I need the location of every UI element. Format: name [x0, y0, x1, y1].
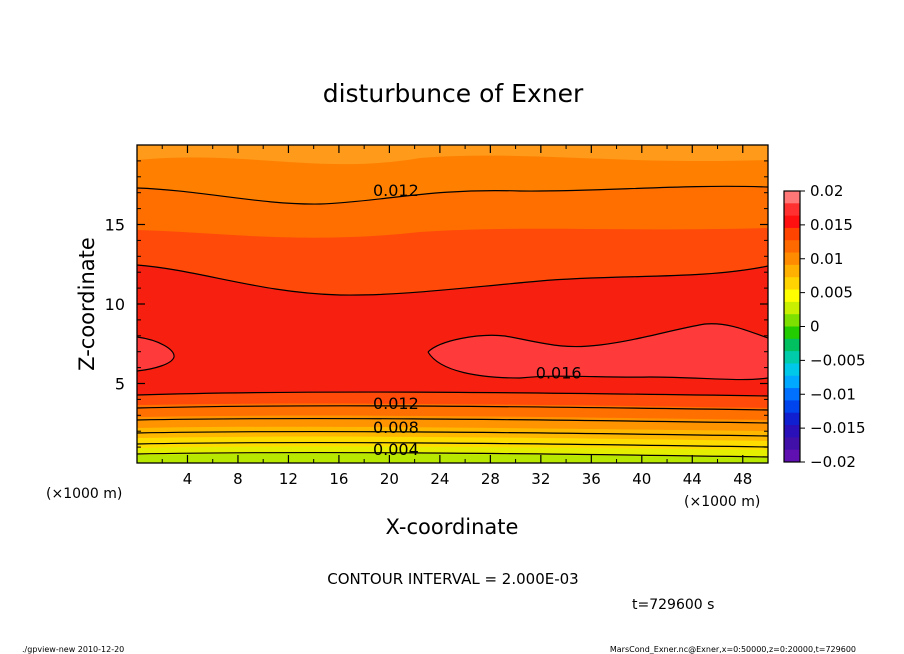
contour-fill-layer	[137, 145, 768, 463]
colorbar: 0.02 0.015 0.01 0.005 0 −0.005 −0.01 −0.015 −0.0…	[783, 182, 866, 471]
colorbar-tick-label: 0	[810, 318, 820, 336]
chart-title: disturbunce of Exner	[323, 79, 584, 108]
x-tick-label: 32	[531, 470, 550, 488]
contour-label-layer: 0.012 0.016 0.012 0.008 0.004	[373, 181, 582, 459]
band-low-7	[137, 453, 768, 463]
x-tick-label: 36	[582, 470, 601, 488]
colorbar-swatch	[784, 388, 800, 401]
colorbar-swatch	[784, 338, 800, 352]
x-tick-label: 8	[233, 470, 243, 488]
colorbar-swatch	[784, 215, 800, 229]
x-unit-left: (×1000 m)	[46, 486, 122, 502]
colorbar-swatch	[784, 326, 800, 340]
colorbar-swatch	[784, 264, 800, 278]
max-core-left	[137, 337, 175, 371]
footer-left: ./gpview-new 2010-12-20	[22, 645, 124, 654]
x-tick-label: 4	[183, 470, 193, 488]
contour-interval-text: CONTOUR INTERVAL = 2.000E-03	[327, 570, 578, 588]
colorbar-tick-label: 0.015	[810, 216, 853, 234]
colorbar-tick-label: −0.01	[810, 385, 856, 403]
contour-lines	[137, 185, 768, 458]
x-tick-label: 12	[279, 470, 298, 488]
contour-label: 0.004	[373, 440, 419, 459]
x-tick-label: 48	[733, 470, 752, 488]
colorbar-swatch	[784, 400, 800, 414]
contour-line-004-lower	[137, 451, 768, 458]
colorbar-swatch	[784, 363, 800, 377]
x-tick-label: 16	[329, 470, 348, 488]
x-axis-label: X-coordinate	[386, 515, 519, 539]
colorbar-swatch	[784, 425, 800, 438]
colorbar-swatch	[784, 437, 800, 451]
colorbar-tick-label: 0.01	[810, 250, 843, 268]
contour-line-010-lower	[137, 417, 768, 424]
contour-line-012-lower	[137, 405, 768, 411]
contour-line-014-upper	[137, 264, 768, 296]
contour-line-006-lower	[137, 441, 768, 448]
contour-line-016-right	[427, 323, 768, 381]
colorbar-tick-label: −0.015	[810, 419, 866, 437]
colorbar-swatch	[784, 412, 800, 426]
footer-right: MarsCond_Exner.nc@Exner,x=0:50000,z=0:20…	[610, 645, 856, 654]
x-tick-label: 24	[430, 470, 449, 488]
colorbar-swatch	[784, 351, 800, 364]
x-tick-label: 20	[380, 470, 399, 488]
x-tick-label: 28	[481, 470, 500, 488]
contour-line-016-left	[137, 336, 175, 372]
contour-label: 0.012	[373, 181, 419, 200]
colorbar-swatch	[784, 191, 800, 204]
contour-label: 0.012	[373, 394, 419, 413]
colorbar-swatch	[784, 240, 800, 254]
y-tick-label: 15	[105, 216, 125, 235]
colorbar-tick-label: 0.02	[810, 182, 843, 200]
contour-label: 0.008	[373, 418, 419, 437]
colorbar-swatch	[784, 375, 800, 389]
y-tick-label: 10	[105, 295, 125, 314]
contour-line-014-lower	[137, 391, 768, 397]
x-tick-label: 44	[683, 470, 702, 488]
colorbar-tick-label: −0.02	[810, 453, 856, 471]
colorbar-swatch	[784, 449, 800, 463]
colorbar-swatch	[784, 289, 800, 303]
colorbar-swatch	[784, 227, 800, 241]
x-tick-label: 40	[632, 470, 651, 488]
contour-line-008-lower	[137, 430, 768, 437]
colorbar-tick-label: −0.005	[810, 351, 866, 369]
x-unit-right: (×1000 m)	[684, 494, 760, 510]
contour-line-012-upper	[137, 185, 768, 205]
contour-label: 0.016	[536, 364, 582, 383]
colorbar-swatch	[784, 203, 800, 217]
colorbar-swatch	[784, 314, 800, 327]
colorbar-swatch	[784, 252, 800, 266]
y-tick-label: 5	[115, 375, 125, 394]
colorbar-swatch	[784, 301, 800, 315]
colorbar-tick-label: 0.005	[810, 284, 853, 302]
y-axis-label: Z-coordinate	[75, 237, 99, 371]
time-label: t=729600 s	[632, 597, 714, 613]
colorbar-swatch	[784, 277, 800, 291]
